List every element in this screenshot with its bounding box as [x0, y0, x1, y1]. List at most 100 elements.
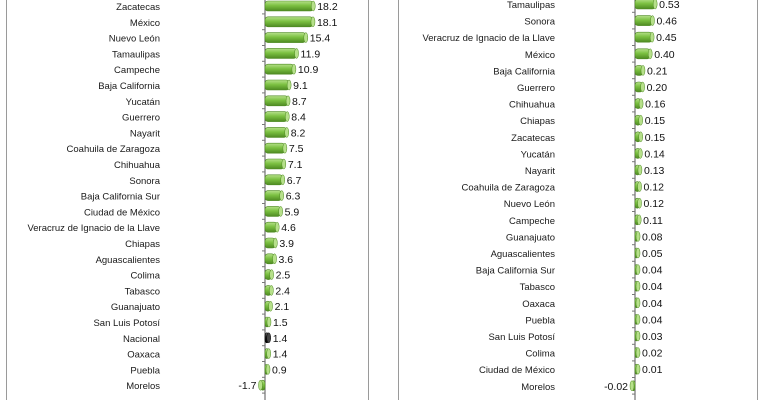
bar-cap	[272, 253, 277, 265]
bar-cap	[282, 142, 288, 154]
value-label: 0.04	[642, 314, 663, 326]
bar	[264, 48, 297, 59]
bar-cap	[285, 95, 291, 107]
category-label: Nayarit	[525, 166, 555, 177]
category-label: Nayarit	[130, 128, 160, 139]
category-label: Chiapas	[520, 116, 555, 127]
value-label: 0.16	[645, 99, 666, 111]
category-label: Aguascalientes	[491, 249, 556, 260]
category-label: Colima	[525, 349, 555, 360]
bar-cap	[640, 81, 645, 93]
bar	[264, 32, 307, 43]
bar-cap	[638, 98, 644, 109]
value-label: 3.6	[279, 254, 294, 266]
bar-cap	[635, 297, 641, 309]
category-label: México	[525, 50, 555, 61]
bar-cap	[286, 79, 292, 91]
value-label: 0.08	[642, 231, 663, 243]
category-label: Guerrero	[517, 83, 555, 94]
value-label: 0.05	[642, 248, 663, 260]
category-label: Baja California	[98, 81, 160, 92]
bar-cap	[635, 363, 641, 375]
value-label: 2.4	[275, 285, 290, 297]
category-label: Campeche	[509, 216, 555, 227]
value-label: -1.7	[238, 380, 256, 392]
category-label: Aguascalientes	[96, 255, 161, 266]
category-label: Oaxaca	[522, 299, 555, 310]
bar-cap	[635, 314, 641, 325]
category-label: Tabasco	[520, 282, 555, 293]
value-label: 0.14	[644, 148, 665, 160]
bar-cap	[280, 174, 286, 186]
right-panel-border	[757, 0, 758, 400]
value-label: 0.40	[654, 49, 675, 61]
category-label: Puebla	[525, 315, 555, 326]
value-label: 10.9	[298, 64, 319, 76]
bar-cap	[647, 48, 653, 60]
bar-cap	[629, 380, 635, 392]
bar-cap	[638, 131, 643, 143]
left-panel-border	[6, 0, 7, 400]
bar-cap	[635, 347, 641, 358]
value-label: 0.04	[642, 281, 663, 293]
category-label: Veracruz de Ignacio de la Llave	[422, 33, 555, 44]
category-label: Guanajuato	[111, 302, 160, 313]
category-label: Nacional	[123, 334, 160, 345]
right-bar-chart: Tamaulipas 0.53 Sonora 0.46 Veracruz de Igna…	[422, 0, 680, 400]
bar-cap	[258, 379, 263, 391]
category-label: Ciudad de México	[479, 365, 555, 376]
value-label: 0.9	[272, 364, 287, 376]
bar-cap	[650, 15, 655, 26]
value-label: 6.7	[287, 175, 302, 187]
bar-cap	[637, 164, 643, 176]
value-label: 18.2	[317, 1, 338, 13]
category-label: Coahuila de Zaragoza	[462, 183, 556, 194]
bar	[264, 158, 285, 170]
category-label: San Luis Potosí	[93, 318, 160, 329]
category-label: Sonora	[129, 176, 160, 187]
value-label: 0.15	[645, 132, 666, 144]
category-label: Baja California	[493, 66, 555, 77]
bar-cap	[652, 0, 658, 10]
bar-cap	[284, 127, 289, 138]
value-label: 7.1	[288, 159, 303, 171]
value-label: 4.6	[281, 222, 296, 234]
bar-cap	[269, 269, 274, 280]
value-label: 0.04	[642, 298, 663, 310]
category-label: Tamaulipas	[507, 0, 555, 11]
category-label: Yucatán	[126, 97, 160, 108]
bar-cap	[649, 31, 655, 43]
value-label: 11.9	[301, 48, 321, 60]
category-label: Coahuila de Zaragoza	[67, 144, 161, 155]
bar-cap	[635, 247, 641, 259]
bar-cap	[638, 114, 643, 126]
category-label: Colima	[130, 271, 160, 282]
value-label: 6.3	[286, 191, 301, 203]
category-label: Chihuahua	[509, 100, 556, 111]
bar	[634, 0, 656, 10]
bar-cap	[294, 48, 299, 59]
category-label: Baja California Sur	[81, 192, 160, 203]
category-label: Sonora	[524, 17, 555, 28]
category-label: Guerrero	[122, 113, 160, 124]
category-label: Zacatecas	[116, 2, 160, 13]
bar	[264, 142, 286, 154]
category-label: Tabasco	[125, 286, 160, 297]
bar	[264, 127, 288, 138]
bar-cap	[266, 332, 271, 344]
bar	[264, 174, 284, 186]
bar	[264, 16, 314, 28]
right-chart-panel: Tamaulipas 0.53 Sonora 0.46 Veracruz de Igna…	[398, 0, 757, 400]
value-label: 9.1	[293, 80, 308, 92]
bar-cap	[273, 237, 278, 249]
category-label: Nuevo León	[504, 199, 555, 210]
category-label: Veracruz de Ignacio de la Llave	[27, 223, 160, 234]
value-label: 0.12	[644, 198, 665, 210]
category-label: Morelos	[521, 382, 555, 393]
category-label: San Luis Potosí	[488, 332, 555, 343]
value-label: 0.04	[642, 265, 663, 277]
value-label: 0.12	[644, 182, 665, 194]
bar-cap	[274, 221, 280, 233]
value-label: 3.9	[279, 238, 294, 250]
value-label: 2.5	[276, 270, 291, 282]
